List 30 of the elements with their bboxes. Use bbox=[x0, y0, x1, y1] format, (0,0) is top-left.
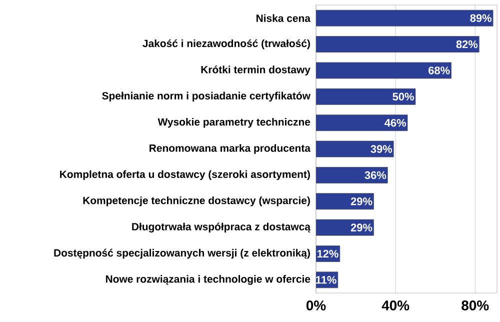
data-label: 50% bbox=[392, 92, 414, 101]
bar bbox=[316, 10, 494, 26]
data-label: 12% bbox=[317, 250, 338, 258]
x-tick-label: 0% bbox=[306, 300, 326, 310]
bar bbox=[316, 114, 408, 132]
bar bbox=[316, 166, 388, 184]
bar bbox=[316, 88, 416, 105]
y-tick-label: Kompletna oferta u dostawcy (szeroki asortyment) bbox=[60, 170, 310, 180]
y-tick-label: Jakość i niezawodność (trwałość) bbox=[142, 39, 310, 50]
y-tick-label: Krótki termin dostawy bbox=[201, 66, 310, 76]
data-label: 29% bbox=[350, 198, 372, 206]
data-label: 89% bbox=[470, 14, 492, 22]
y-tick-label: Nowe rozwiązania i technologie w ofercie bbox=[106, 275, 310, 285]
data-label: 36% bbox=[364, 171, 386, 180]
data-label: 46% bbox=[384, 118, 406, 127]
x-tick-label: 40% bbox=[382, 300, 410, 310]
y-tick-label: Wysokie parametry techniczne bbox=[158, 118, 310, 128]
data-label: 39% bbox=[370, 145, 392, 153]
y-tick-label: Spełnianie norm i posiadanie certyfikatów bbox=[102, 92, 310, 102]
y-tick-label: Niska cena bbox=[256, 14, 311, 22]
y-tick-label: Renomowana marka producenta bbox=[150, 144, 311, 154]
data-label: 68% bbox=[428, 66, 450, 74]
y-tick-label: Dostępność specjalizowanych wersji (z elektroniką) bbox=[54, 248, 310, 259]
x-tick-label: 80% bbox=[462, 300, 489, 310]
data-label: 29% bbox=[350, 224, 372, 232]
y-tick-label: Długotrwała współpraca z dostawcą bbox=[132, 222, 311, 232]
bar bbox=[316, 36, 480, 52]
y-tick-label: Kompetencje techniczne dostawcy (wsparcie) bbox=[83, 196, 310, 206]
data-label: 11% bbox=[316, 276, 336, 284]
data-label: 82% bbox=[456, 40, 478, 48]
